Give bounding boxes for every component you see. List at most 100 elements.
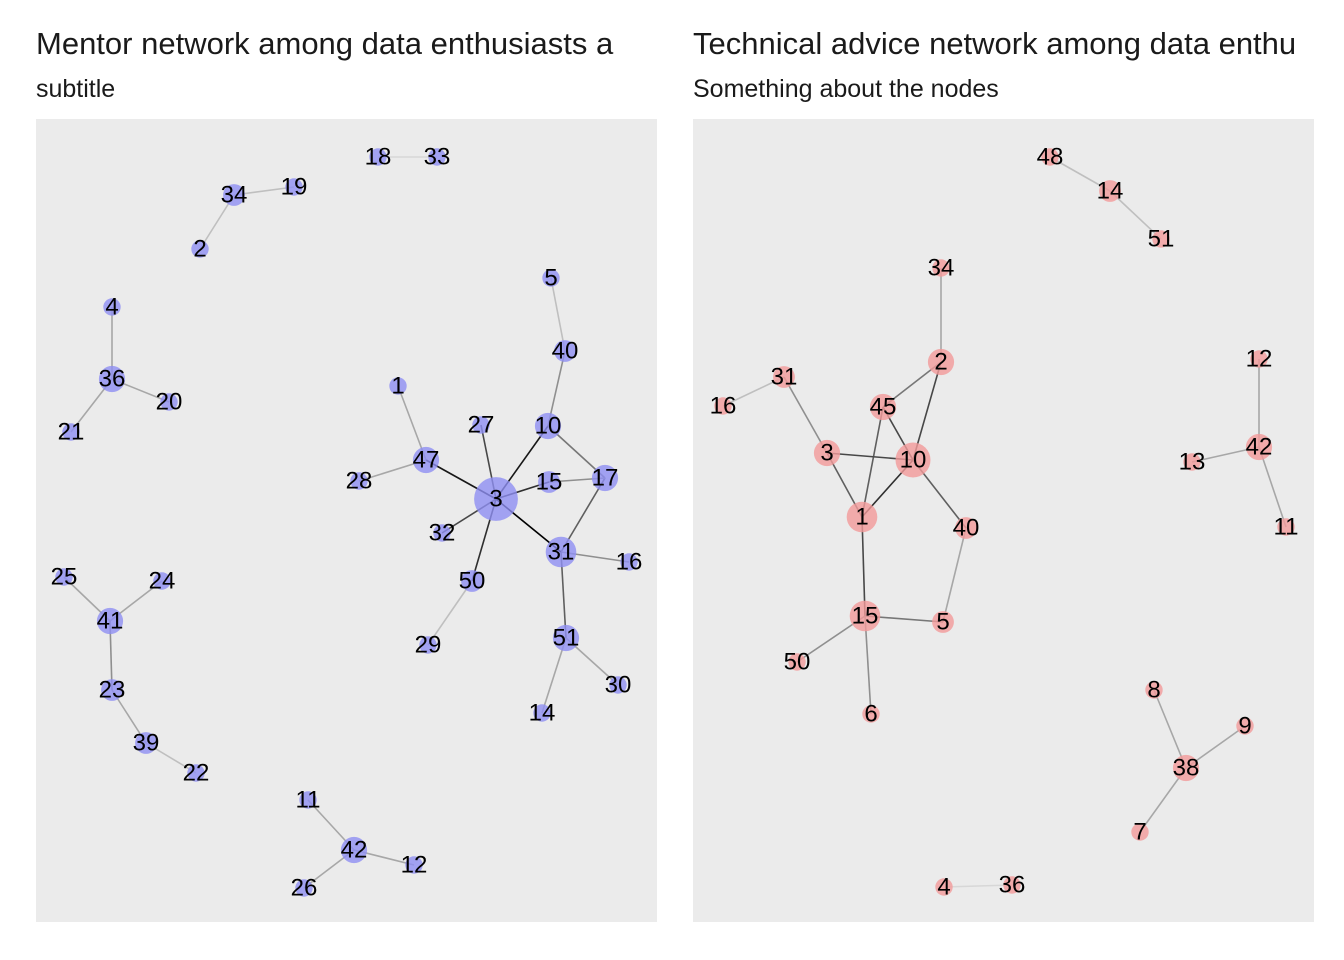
node-label-2: 2 <box>193 236 206 263</box>
node-1 <box>846 501 878 533</box>
right-panel-subtitle: Something about the nodes <box>693 75 999 103</box>
edge-5-40 <box>550 277 566 352</box>
node-label-30: 30 <box>605 672 632 699</box>
node-label-1: 1 <box>391 373 404 400</box>
node-label-19: 19 <box>281 174 308 201</box>
node-28 <box>350 472 368 490</box>
node-51 <box>552 624 580 652</box>
node-24 <box>153 572 171 590</box>
node-label-18: 18 <box>365 144 392 171</box>
edge-1-47 <box>397 385 427 461</box>
node-22 <box>187 764 205 782</box>
node-30 <box>609 676 627 694</box>
edge-4-36 <box>943 884 1013 888</box>
edge-8-38 <box>1153 689 1187 769</box>
node-label-25: 25 <box>51 564 78 591</box>
left-panel-background <box>36 119 657 922</box>
node-5 <box>932 611 954 633</box>
node-45 <box>869 393 897 421</box>
node-47 <box>412 446 440 474</box>
node-label-7: 7 <box>1133 819 1146 846</box>
node-label-12: 12 <box>401 852 428 879</box>
node-27 <box>472 416 490 434</box>
node-3 <box>474 477 518 521</box>
node-label-36: 36 <box>999 872 1026 899</box>
right-panel-background <box>693 119 1314 922</box>
node-16 <box>714 397 732 415</box>
edge-48-14 <box>1049 156 1111 192</box>
node-label-14: 14 <box>529 700 556 727</box>
node-48 <box>1041 148 1059 166</box>
edge-15-6 <box>864 615 872 715</box>
node-label-42: 42 <box>341 837 368 864</box>
node-label-27: 27 <box>468 412 495 439</box>
edge-31-3 <box>783 376 828 454</box>
node-10 <box>895 442 931 478</box>
node-label-36: 36 <box>99 366 126 393</box>
node-12 <box>405 856 423 874</box>
node-51 <box>1152 230 1170 248</box>
node-label-33: 33 <box>424 144 451 171</box>
node-15 <box>849 600 881 632</box>
node-label-20: 20 <box>156 389 183 416</box>
node-label-5: 5 <box>544 265 557 292</box>
node-label-34: 34 <box>221 182 248 209</box>
node-31 <box>545 536 577 568</box>
node-20 <box>160 393 178 411</box>
node-label-31: 31 <box>771 364 798 391</box>
node-label-29: 29 <box>415 632 442 659</box>
node-label-51: 51 <box>1148 226 1175 253</box>
node-label-11: 11 <box>1274 514 1299 541</box>
node-label-42: 42 <box>1246 434 1273 461</box>
node-label-21: 21 <box>58 419 85 446</box>
node-7 <box>1131 823 1149 841</box>
node-1 <box>389 377 407 395</box>
node-11 <box>1277 518 1295 536</box>
node-4 <box>103 298 121 316</box>
node-label-15: 15 <box>536 469 563 496</box>
node-29 <box>419 636 437 654</box>
node-21 <box>62 423 80 441</box>
node-38 <box>1172 754 1200 782</box>
node-label-17: 17 <box>592 465 619 492</box>
node-14 <box>533 704 551 722</box>
node-4 <box>935 878 953 896</box>
node-10 <box>534 412 562 440</box>
node-label-41: 41 <box>97 608 124 635</box>
node-label-9: 9 <box>1238 713 1251 740</box>
node-label-32: 32 <box>429 520 456 547</box>
node-label-31: 31 <box>548 539 575 566</box>
node-2 <box>191 240 209 258</box>
node-12 <box>1250 350 1268 368</box>
right-panel-title: Technical advice network among data enth… <box>693 26 1297 61</box>
node-14 <box>1099 180 1121 202</box>
node-40 <box>554 340 576 362</box>
edge-1-15 <box>861 516 866 617</box>
node-33 <box>428 148 446 166</box>
node-label-16: 16 <box>616 549 643 576</box>
node-23 <box>101 679 123 701</box>
node-39 <box>135 732 157 754</box>
node-16 <box>620 553 638 571</box>
node-label-39: 39 <box>133 730 160 757</box>
node-label-51: 51 <box>553 625 580 652</box>
node-label-10: 10 <box>900 447 927 474</box>
node-label-12: 12 <box>1246 346 1273 373</box>
node-label-14: 14 <box>1097 178 1124 205</box>
node-11 <box>299 791 317 809</box>
edge-16-31 <box>722 376 785 407</box>
node-50 <box>788 653 806 671</box>
node-36 <box>98 365 126 393</box>
node-label-1: 1 <box>855 504 868 531</box>
node-label-34: 34 <box>928 255 955 282</box>
node-32 <box>433 524 451 542</box>
node-label-13: 13 <box>1179 449 1206 476</box>
node-label-50: 50 <box>784 649 811 676</box>
node-36 <box>1003 876 1021 894</box>
edge-50-29 <box>427 580 473 646</box>
node-label-50: 50 <box>459 568 486 595</box>
edge-40-5 <box>942 527 967 623</box>
node-label-28: 28 <box>346 468 373 495</box>
